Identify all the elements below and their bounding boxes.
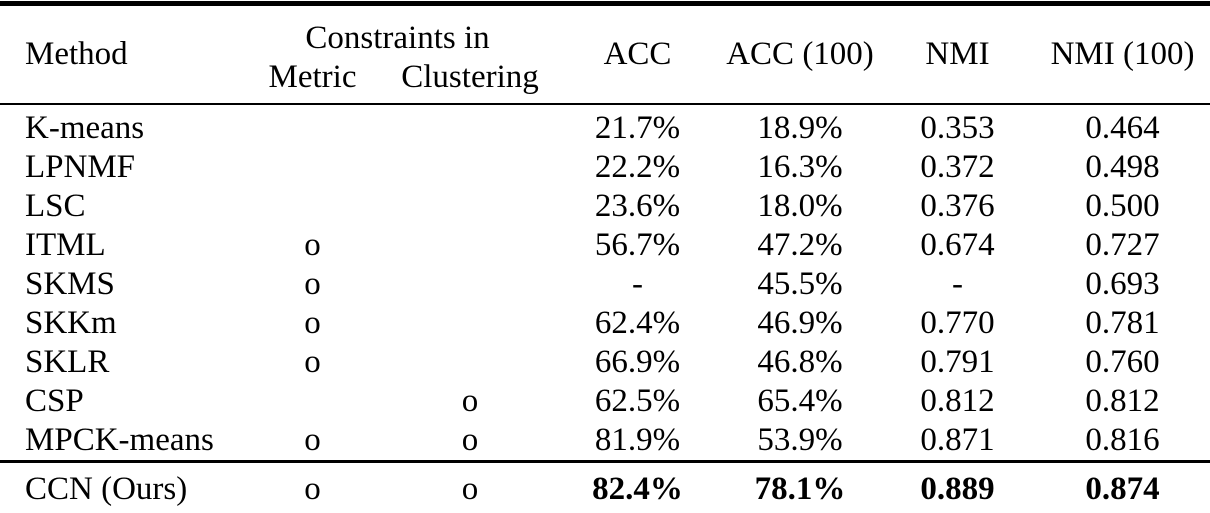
metric-flag-cell (240, 382, 385, 421)
clustering-flag-cell: o (461, 422, 479, 458)
table-row: SKMS o - 45.5% - 0.693 (0, 265, 1210, 304)
table-row: LSC 23.6% 18.0% 0.376 0.500 (0, 187, 1210, 226)
table-row: CSP o 62.5% 65.4% 0.812 0.812 (0, 382, 1210, 421)
nmi-100-cell: 0.464 (1085, 110, 1160, 146)
header-row-sub: Metric Clustering (0, 57, 1210, 104)
column-header-nmi: NMI (925, 36, 990, 72)
table-header: Method Constraints in ACC ACC (100) NMI … (0, 4, 1210, 104)
acc-cell: 22.2% (594, 149, 681, 185)
column-header-metric: Metric (268, 58, 357, 95)
acc-100-cell: 45.5% (757, 266, 843, 302)
column-header-clustering: Clustering (401, 58, 539, 95)
nmi-cell: - (952, 266, 964, 302)
nmi-100-cell: 0.874 (1085, 470, 1160, 507)
clustering-flag-cell (385, 226, 555, 265)
table-row: MPCK-means o o 81.9% 53.9% 0.871 0.816 (0, 421, 1210, 462)
nmi-cell: 0.376 (920, 188, 995, 224)
nmi-100-cell: 0.760 (1085, 344, 1160, 380)
nmi-100-cell: 0.781 (1085, 305, 1160, 341)
clustering-flag-cell (385, 343, 555, 382)
method-cell: LSC (25, 188, 86, 224)
nmi-cell: 0.353 (920, 110, 995, 146)
acc-cell: 81.9% (594, 422, 681, 458)
acc-cell: 56.7% (594, 227, 681, 263)
column-group-constraints: Constraints in (305, 20, 490, 56)
clustering-flag-cell (385, 104, 555, 148)
method-cell: K-means (25, 110, 145, 146)
nmi-100-cell: 0.693 (1085, 266, 1160, 302)
table-row: SKKm o 62.4% 46.9% 0.770 0.781 (0, 304, 1210, 343)
column-header-acc: ACC (603, 36, 672, 72)
method-cell: LPNMF (25, 149, 136, 185)
acc-cell: 21.7% (594, 110, 681, 146)
metric-flag-cell: o (304, 266, 321, 302)
method-cell: MPCK-means (25, 422, 214, 458)
nmi-cell: 0.871 (920, 422, 995, 458)
acc-100-cell: 65.4% (757, 383, 843, 419)
table-row: ITML o 56.7% 47.2% 0.674 0.727 (0, 226, 1210, 265)
method-cell: ITML (25, 227, 106, 263)
nmi-100-cell: 0.727 (1085, 227, 1160, 263)
table-row: LPNMF 22.2% 16.3% 0.372 0.498 (0, 148, 1210, 187)
clustering-flag-cell: o (461, 383, 479, 419)
nmi-cell: 0.812 (920, 383, 995, 419)
clustering-flag-cell (385, 148, 555, 187)
column-header-acc-100: ACC (100) (726, 36, 874, 72)
acc-100-cell: 46.9% (757, 305, 843, 341)
acc-100-cell: 18.9% (757, 110, 843, 146)
nmi-100-cell: 0.812 (1085, 383, 1160, 419)
acc-100-cell: 46.8% (757, 344, 843, 380)
acc-100-cell: 16.3% (757, 149, 843, 185)
column-header-method: Method (25, 36, 128, 72)
nmi-cell: 0.372 (920, 149, 995, 185)
acc-100-cell: 47.2% (757, 227, 843, 263)
nmi-cell: 0.674 (920, 227, 995, 263)
table-row: SKLR o 66.9% 46.8% 0.791 0.760 (0, 343, 1210, 382)
nmi-100-cell: 0.498 (1085, 149, 1160, 185)
metric-flag-cell (240, 104, 385, 148)
nmi-cell: 0.791 (920, 344, 995, 380)
clustering-flag-cell (385, 187, 555, 226)
acc-cell: - (632, 266, 644, 302)
header-row-top: Method Constraints in ACC ACC (100) NMI … (0, 4, 1210, 72)
nmi-100-cell: 0.816 (1085, 422, 1160, 458)
acc-100-cell: 78.1% (754, 470, 846, 507)
clustering-flag-cell (385, 265, 555, 304)
metric-flag-cell: o (304, 227, 321, 263)
metric-flag-cell: o (304, 422, 321, 458)
highlight-row-section: CCN (Ours) o o 82.4% 78.1% 0.889 0.874 (0, 461, 1210, 513)
column-header-nmi-100: NMI (100) (1050, 36, 1195, 72)
method-cell: SKKm (25, 305, 117, 341)
method-cell: SKMS (25, 266, 115, 302)
acc-100-cell: 53.9% (757, 422, 843, 458)
nmi-cell: 0.770 (920, 305, 995, 341)
method-cell: CSP (25, 383, 84, 419)
acc-cell: 82.4% (592, 470, 683, 507)
metric-flag-cell (240, 187, 385, 226)
acc-cell: 62.5% (594, 383, 681, 419)
table-body: K-means 21.7% 18.9% 0.353 0.464 LPNMF 22… (0, 104, 1210, 462)
acc-cell: 66.9% (594, 344, 681, 380)
clustering-flag-cell (385, 304, 555, 343)
table-row: K-means 21.7% 18.9% 0.353 0.464 (0, 104, 1210, 148)
method-cell: SKLR (25, 344, 110, 380)
acc-100-cell: 18.0% (757, 188, 843, 224)
acc-cell: 23.6% (594, 188, 681, 224)
metric-flag-cell: o (304, 470, 321, 507)
metric-flag-cell (240, 148, 385, 187)
highlight-row: CCN (Ours) o o 82.4% 78.1% 0.889 0.874 (0, 462, 1210, 513)
nmi-cell: 0.889 (920, 470, 995, 507)
metric-flag-cell: o (304, 305, 321, 341)
acc-cell: 62.4% (594, 305, 681, 341)
method-cell: CCN (Ours) (25, 470, 188, 507)
clustering-flag-cell: o (461, 470, 479, 507)
metric-flag-cell: o (304, 344, 321, 380)
nmi-100-cell: 0.500 (1085, 188, 1160, 224)
